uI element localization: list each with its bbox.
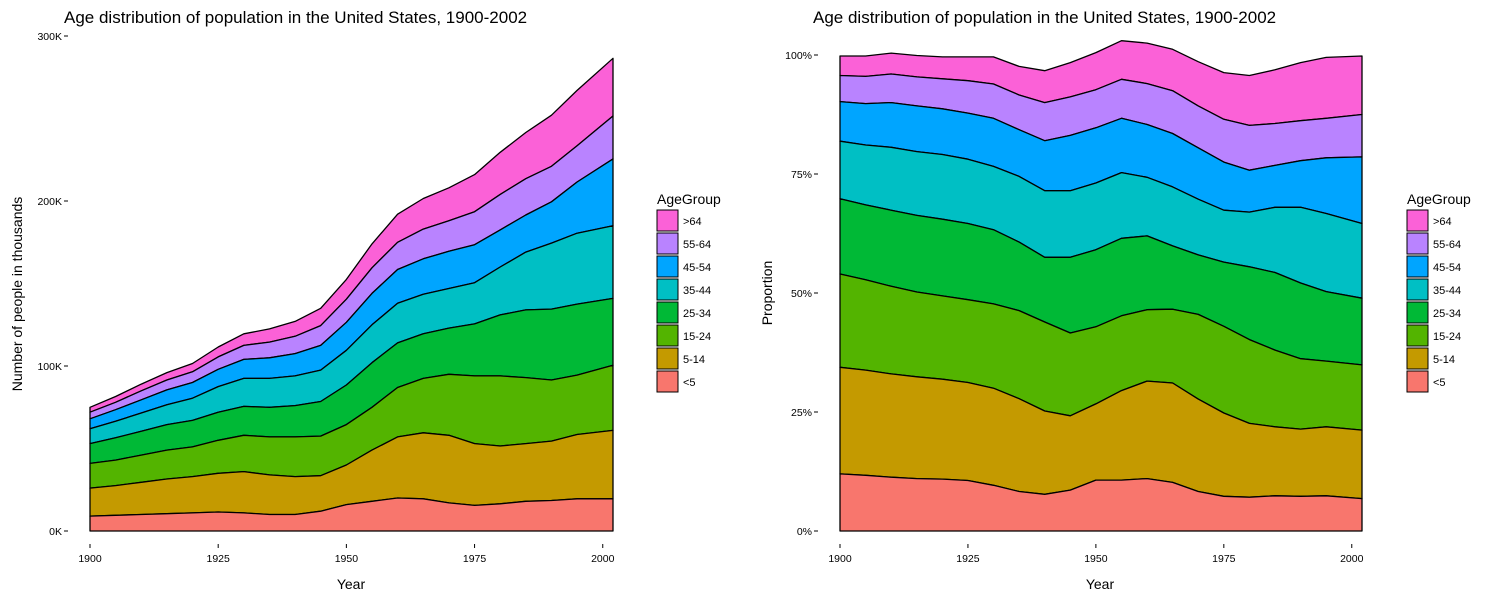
y-axis: 0% 25% 50% 75% 100% — [785, 50, 818, 538]
x-axis: 1900 1925 1950 1975 2000 — [78, 544, 615, 565]
y-axis-title: Number of people in thousands — [9, 197, 25, 392]
y-tick-label: 25% — [791, 407, 812, 419]
y-tick-label: 200K — [37, 196, 62, 208]
legend-swatch — [656, 232, 679, 255]
y-tick-label: 75% — [791, 169, 812, 181]
legend: AgeGroup >64 55-64 45-54 35-44 25-34 15-24 5-1… — [656, 191, 721, 393]
area-under-5 — [89, 497, 614, 532]
x-axis: 1900 1925 1950 1975 2000 — [828, 544, 1364, 565]
x-tick-label: 1900 — [78, 553, 102, 565]
x-tick-label: 1975 — [463, 553, 487, 565]
legend-label: 35-44 — [683, 285, 711, 297]
legend-label: <5 — [683, 377, 696, 389]
y-tick-label: 50% — [791, 288, 812, 300]
x-tick-label: 1900 — [828, 553, 852, 565]
x-tick-label: 1925 — [956, 553, 980, 565]
x-axis-title: Year — [337, 576, 366, 592]
y-tick-label: 0K — [49, 526, 62, 538]
stacked-area-chart-proportion: Age distribution of population in the Un… — [759, 8, 1471, 592]
chart-title: Age distribution of population in the Un… — [64, 8, 527, 27]
legend-label: 45-54 — [1433, 262, 1461, 274]
legend-title: AgeGroup — [657, 191, 721, 207]
legend-label: 35-44 — [1433, 285, 1461, 297]
legend-swatch — [656, 255, 679, 278]
legend-label: >64 — [683, 216, 702, 228]
x-tick-label: 2000 — [591, 553, 615, 565]
y-axis: 0K 100K 200K 300K — [37, 31, 68, 538]
legend-label: <5 — [1433, 377, 1446, 389]
legend-swatch — [1406, 278, 1429, 301]
legend-label: 15-24 — [683, 331, 711, 343]
chart-title: Age distribution of population in the Un… — [813, 8, 1276, 27]
x-axis-title: Year — [1086, 576, 1115, 592]
legend-swatch — [1406, 255, 1429, 278]
legend-label: >64 — [1433, 216, 1452, 228]
legend-swatch — [1406, 347, 1429, 370]
legend-swatch — [656, 278, 679, 301]
x-tick-label: 1925 — [207, 553, 231, 565]
legend-swatch — [656, 301, 679, 324]
legend-swatch — [1406, 324, 1429, 347]
y-axis-title: Proportion — [759, 261, 775, 326]
legend-swatch — [1406, 209, 1429, 232]
legend-label: 5-14 — [1433, 354, 1455, 366]
legend-label: 55-64 — [1433, 239, 1461, 251]
legend-swatch — [656, 209, 679, 232]
legend-title: AgeGroup — [1407, 191, 1471, 207]
area-under-5 — [839, 473, 1363, 532]
area-layers — [839, 40, 1363, 532]
y-tick-label: 100% — [785, 50, 812, 62]
legend-label: 45-54 — [683, 262, 711, 274]
legend-swatch — [1406, 232, 1429, 255]
y-tick-label: 300K — [37, 31, 62, 43]
legend-label: 25-34 — [683, 308, 711, 320]
stacked-area-chart-absolute: Age distribution of population in the Un… — [9, 8, 721, 592]
x-tick-label: 1975 — [1212, 553, 1236, 565]
x-tick-label: 1950 — [1084, 553, 1108, 565]
legend-label: 15-24 — [1433, 331, 1461, 343]
legend-swatch — [1406, 370, 1429, 393]
legend-label: 55-64 — [683, 239, 711, 251]
area-layers — [89, 57, 614, 532]
x-tick-label: 1950 — [335, 553, 359, 565]
legend-swatch — [1406, 301, 1429, 324]
x-tick-label: 2000 — [1340, 553, 1364, 565]
legend-swatch — [656, 324, 679, 347]
y-tick-label: 100K — [37, 361, 62, 373]
legend-swatch — [656, 370, 679, 393]
y-tick-label: 0% — [797, 526, 812, 538]
legend: AgeGroup >64 55-64 45-54 35-44 25-34 15-24 5-1… — [1406, 191, 1471, 393]
legend-label: 25-34 — [1433, 308, 1461, 320]
legend-label: 5-14 — [683, 354, 705, 366]
legend-swatch — [656, 347, 679, 370]
